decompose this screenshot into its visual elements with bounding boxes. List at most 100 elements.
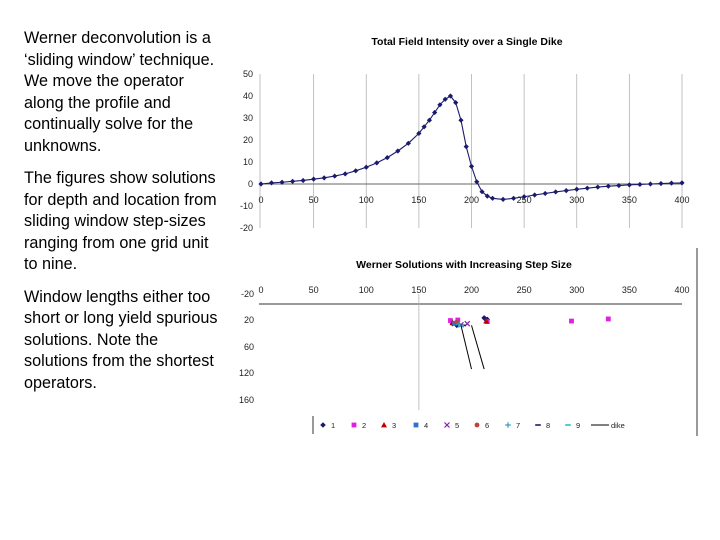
chart1-x-tick-label: 300 — [569, 195, 584, 205]
chart1-data-point — [289, 178, 296, 184]
legend-label-2: 2 — [362, 421, 366, 430]
chart1-y-tick-label: 30 — [243, 113, 253, 123]
chart1-data-point — [374, 160, 380, 166]
chart1-data-point — [363, 164, 369, 170]
chart2-title: Werner Solutions with Increasing Step Si… — [356, 259, 572, 271]
chart1-data-point — [511, 195, 517, 201]
chart1-data-point — [421, 124, 427, 130]
series-2-point — [448, 318, 453, 323]
chart1-data-point — [447, 93, 454, 99]
chart2-y-tick-label: 120 — [239, 368, 254, 378]
paragraph-window: Window lengths either too short or long … — [24, 287, 218, 392]
series-2-point — [569, 318, 574, 324]
chart1-y-tick-label: -20 — [240, 223, 253, 233]
chart2-y-tick-label: 60 — [244, 342, 254, 352]
chart1-data-point — [532, 192, 538, 198]
chart1-x-tick-label: 0 — [258, 195, 263, 205]
chart1-y-tick-label: 20 — [243, 135, 253, 145]
legend-label-dike: dike — [611, 421, 625, 430]
legend-label-6: 6 — [485, 421, 489, 430]
chart1-data-point — [584, 185, 590, 191]
chart1-x-tick-label: 150 — [411, 195, 426, 205]
chart2-x-tick-label: 400 — [674, 285, 689, 295]
chart1-data-point — [489, 195, 496, 201]
chart2-x-tick-label: 250 — [517, 285, 532, 295]
chart2-y-tick-label: 160 — [239, 395, 254, 405]
chart1-x-tick-label: 50 — [309, 195, 319, 205]
series-6-point — [454, 319, 460, 325]
chart1-data-point — [300, 177, 306, 184]
total-field-chart: Total Field Intensity over a Single Dike… — [240, 36, 690, 233]
legend-label-5: 5 — [455, 421, 459, 430]
chart1-data-point — [521, 194, 527, 200]
chart1-data-point — [637, 181, 643, 188]
text-column: Werner deconvolution is a ‘sliding windo… — [24, 28, 224, 405]
chart1-data-point — [468, 163, 475, 169]
chart1-data-point — [416, 130, 422, 136]
chart1-data-point — [563, 188, 569, 194]
chart1-y-tick-label: 0 — [248, 179, 253, 189]
chart1-x-tick-label: 400 — [674, 195, 689, 205]
chart1-data-point — [384, 155, 390, 161]
chart1-data-point — [658, 180, 664, 187]
legend-marker-3 — [381, 422, 387, 428]
legend-label-4: 4 — [424, 421, 428, 430]
legend-label-7: 7 — [516, 421, 520, 430]
dike-outline-line — [471, 325, 485, 370]
chart1-data-point — [268, 180, 275, 186]
chart1-data-point — [311, 176, 317, 182]
paragraph-werner: Werner deconvolution is a ‘sliding windo… — [24, 29, 215, 155]
chart1-data-point — [647, 181, 654, 187]
chart1-data-point — [258, 181, 264, 187]
chart1-data-point — [553, 189, 559, 195]
chart1-y-tick-label: 10 — [243, 157, 253, 167]
chart2-x-tick-label: 350 — [622, 285, 637, 295]
chart1-data-point — [353, 168, 359, 174]
chart1-data-point — [342, 171, 348, 177]
legend-label-8: 8 — [546, 421, 550, 430]
chart1-y-tick-label: 50 — [243, 69, 253, 79]
chart1-y-tick-label: 40 — [243, 91, 253, 101]
chart1-data-point — [574, 186, 580, 192]
legend-label-9: 9 — [576, 421, 580, 430]
chart1-data-point — [432, 109, 438, 116]
chart1-data-point — [626, 182, 632, 188]
chart1-data-point — [321, 175, 327, 181]
series-2-point — [605, 316, 611, 322]
legend-marker-1 — [320, 422, 326, 428]
chart1-data-point — [605, 183, 611, 189]
legend-marker-2 — [351, 422, 357, 428]
legend-marker-6 — [474, 422, 480, 428]
legend-label-3: 3 — [392, 421, 396, 430]
chart1-data-point — [679, 180, 685, 186]
legend-marker-4 — [413, 422, 419, 428]
chart1-data-point — [668, 180, 675, 186]
chart1-data-point — [500, 196, 506, 202]
chart1-data-point — [442, 96, 448, 102]
chart1-y-tick-label: -10 — [240, 201, 253, 211]
werner-solutions-chart: Werner Solutions with Increasing Step Si… — [239, 248, 698, 436]
chart1-data-point — [542, 190, 548, 197]
legend-marker-5 — [444, 422, 450, 428]
chart2-x-tick-label: 0 — [258, 285, 263, 295]
chart1-x-tick-label: 200 — [464, 195, 479, 205]
chart1-data-point — [463, 144, 469, 150]
chart1-data-point — [474, 179, 480, 185]
chart2-x-tick-label: 200 — [464, 285, 479, 295]
chart1-title: Total Field Intensity over a Single Dike — [371, 36, 562, 48]
chart1-x-tick-label: 350 — [622, 195, 637, 205]
chart1-data-point — [395, 148, 401, 154]
chart1-data-point — [458, 117, 464, 123]
chart2-y-tick-label: 20 — [244, 315, 254, 325]
chart2-x-tick-label: 300 — [569, 285, 584, 295]
legend-label-1: 1 — [331, 421, 335, 430]
chart2-x-tick-label: 100 — [359, 285, 374, 295]
chart1-data-point — [437, 102, 443, 108]
chart2-x-tick-label: 50 — [309, 285, 319, 295]
chart1-data-point — [616, 182, 622, 189]
chart2-y-tick-label: -20 — [241, 289, 254, 299]
legend-marker-7 — [505, 422, 511, 428]
paragraph-figures: The figures show solutions for depth and… — [24, 169, 217, 273]
series-3-point — [483, 318, 490, 324]
chart1-x-tick-label: 100 — [359, 195, 374, 205]
